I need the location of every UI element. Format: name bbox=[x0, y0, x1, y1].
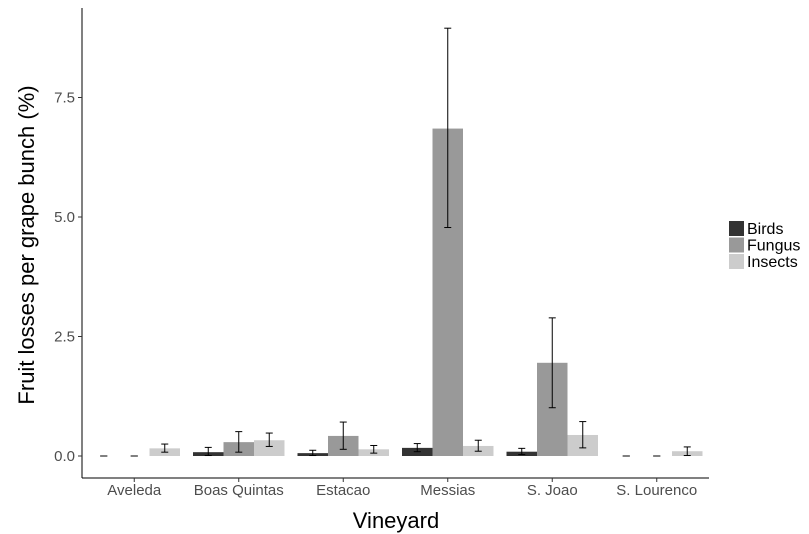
x-tick-label: Estacao bbox=[316, 482, 370, 499]
x-tick-label: S. Lourenco bbox=[616, 482, 697, 499]
x-axis-title: Vineyard bbox=[353, 508, 439, 533]
error-bar bbox=[370, 444, 378, 454]
error-bar bbox=[579, 421, 587, 449]
error-bar bbox=[265, 432, 273, 447]
error-bar bbox=[474, 439, 482, 452]
legend-label-insects: Insects bbox=[747, 254, 798, 271]
error-bar bbox=[204, 446, 212, 457]
legend-swatch-birds bbox=[729, 221, 744, 236]
y-tick-label: 7.5 bbox=[54, 90, 75, 107]
bars-layer bbox=[149, 128, 703, 456]
errorbars-layer bbox=[100, 27, 691, 457]
x-ticks: Aveleda Boas Quintas Estacao Messias S. Joao… bbox=[107, 478, 697, 499]
x-tick-label: Aveleda bbox=[107, 482, 162, 499]
x-tick-label: Messias bbox=[420, 482, 475, 499]
legend-label-birds: Birds bbox=[747, 221, 783, 238]
y-axis-title: Fruit losses per grape bunch (%) bbox=[14, 85, 39, 404]
error-bar bbox=[683, 446, 691, 457]
error-bar bbox=[518, 447, 526, 456]
error-bar bbox=[548, 317, 556, 409]
error-bar bbox=[339, 421, 347, 450]
y-tick-label: 5.0 bbox=[54, 209, 75, 226]
y-tick-label: 0.0 bbox=[54, 448, 75, 465]
legend-swatch-fungus bbox=[729, 237, 744, 253]
error-bar bbox=[444, 27, 452, 229]
x-tick-label: Boas Quintas bbox=[194, 482, 284, 499]
error-bar bbox=[309, 449, 317, 457]
legend-swatch-insects bbox=[729, 254, 744, 269]
y-tick-label: 2.5 bbox=[54, 329, 75, 346]
legend-label-fungus: Fungus bbox=[747, 238, 800, 255]
error-bar bbox=[235, 431, 243, 453]
y-ticks: 0.0 2.5 5.0 7.5 bbox=[54, 90, 82, 465]
bar-insects bbox=[254, 440, 285, 456]
error-bar bbox=[413, 443, 421, 453]
error-bar bbox=[161, 443, 169, 453]
x-tick-label: S. Joao bbox=[527, 482, 578, 499]
